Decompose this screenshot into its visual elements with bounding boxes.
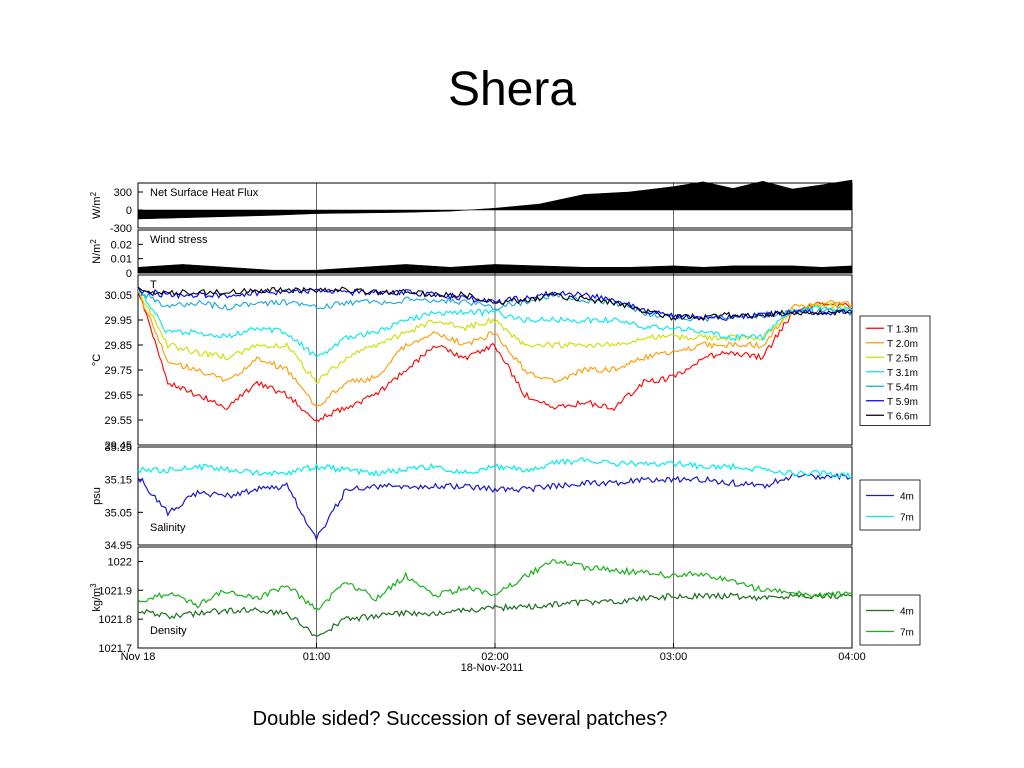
sal-ytick-label: 35.15 [104, 475, 132, 487]
x-axis-label: 18-Nov-2011 [461, 662, 524, 674]
sal-series-7m [137, 456, 853, 480]
wind-ylabel: N/m2 [89, 239, 104, 264]
den-series-4m [137, 591, 853, 637]
heat-ytick-label: -300 [110, 223, 132, 235]
temp-ytick-label: 29.45 [104, 440, 132, 452]
temp-legend-label: T 6.6m [887, 411, 918, 422]
xtick-label: Nov 18 [121, 651, 156, 663]
sal-ylabel: psu [91, 487, 103, 505]
temp-legend-label: T 1.3m [887, 324, 918, 335]
temp-series-t54m [137, 286, 853, 323]
sal-legend-label: 7m [900, 513, 914, 524]
sal-plot-frame [137, 446, 853, 546]
temp-ylabel: °C [91, 354, 103, 366]
temp-ytick-label: 29.55 [104, 415, 132, 427]
slide-title: Shera [447, 63, 577, 116]
temp-series-t20m [137, 290, 853, 407]
temp-series-t59m [137, 287, 853, 321]
heat-annotation: Net Surface Heat Flux [150, 187, 259, 199]
temp-legend-label: T 5.4m [887, 382, 918, 393]
wind-annotation: Wind stress [150, 234, 208, 246]
sal-ytick-label: 35.25 [104, 442, 132, 454]
xtick-label: 01:00 [303, 651, 331, 663]
den-legend-label: 7m [900, 628, 914, 639]
den-ylabel: kg/m3 [89, 583, 104, 612]
wind-ytick-label: 0 [126, 268, 132, 280]
temp-ytick-label: 30.05 [104, 290, 132, 302]
temp-legend-label: T 2.5m [887, 353, 918, 364]
temp-legend-label: T 3.1m [887, 368, 918, 379]
temp-series-t31m [138, 291, 853, 358]
heat-area [137, 179, 853, 220]
xtick-label: 03:00 [660, 651, 688, 663]
sal-ytick-label: 34.95 [104, 540, 132, 552]
temp-ytick-label: 29.95 [104, 315, 132, 327]
den-ytick-label: 1021.7 [98, 643, 132, 655]
temp-plot-frame [137, 274, 853, 446]
temp-series-t66m [137, 286, 853, 322]
heat-ytick-label: 300 [114, 187, 132, 199]
temp-legend-label: T 2.0m [887, 339, 918, 350]
temp-ytick-label: 29.65 [104, 390, 132, 402]
temp-legend-label: T 5.9m [887, 397, 918, 408]
multi-panel-chart: 300 0 -300 W/m2 Net Surface Heat Flux 0.02 0.0… [89, 179, 931, 674]
temp-annotation: T [150, 279, 157, 291]
temp-series-t25m [137, 287, 853, 385]
sal-legend-box [859, 479, 921, 531]
sal-ytick-label: 35.05 [104, 507, 132, 519]
den-legend-box [859, 594, 921, 646]
den-annotation: Density [150, 625, 187, 637]
temp-series-t13m [137, 291, 853, 423]
heat-ytick-label: 0 [126, 205, 132, 217]
den-ytick-label: 1022 [108, 556, 132, 568]
xtick-label: 04:00 [838, 651, 866, 663]
wind-area [137, 264, 853, 274]
temp-legend-box [859, 315, 931, 426]
wind-ytick-label: 0.01 [111, 254, 132, 266]
sal-annotation: Salinity [150, 522, 186, 534]
slide-caption: Double sided? Succession of several patc… [252, 708, 668, 730]
heat-ylabel: W/m2 [89, 191, 104, 219]
sal-series-4m [137, 472, 853, 542]
xtick-label: 02:00 [481, 651, 509, 663]
den-legend-label: 4m [900, 607, 914, 618]
den-ytick-label: 1021.9 [98, 585, 132, 597]
temp-ytick-label: 29.85 [104, 340, 132, 352]
temp-ytick-label: 29.75 [104, 365, 132, 377]
den-ytick-label: 1021.8 [98, 614, 132, 626]
sal-legend-label: 4m [900, 492, 914, 503]
wind-ytick-label: 0.02 [111, 239, 132, 251]
den-series-7m [137, 559, 853, 611]
